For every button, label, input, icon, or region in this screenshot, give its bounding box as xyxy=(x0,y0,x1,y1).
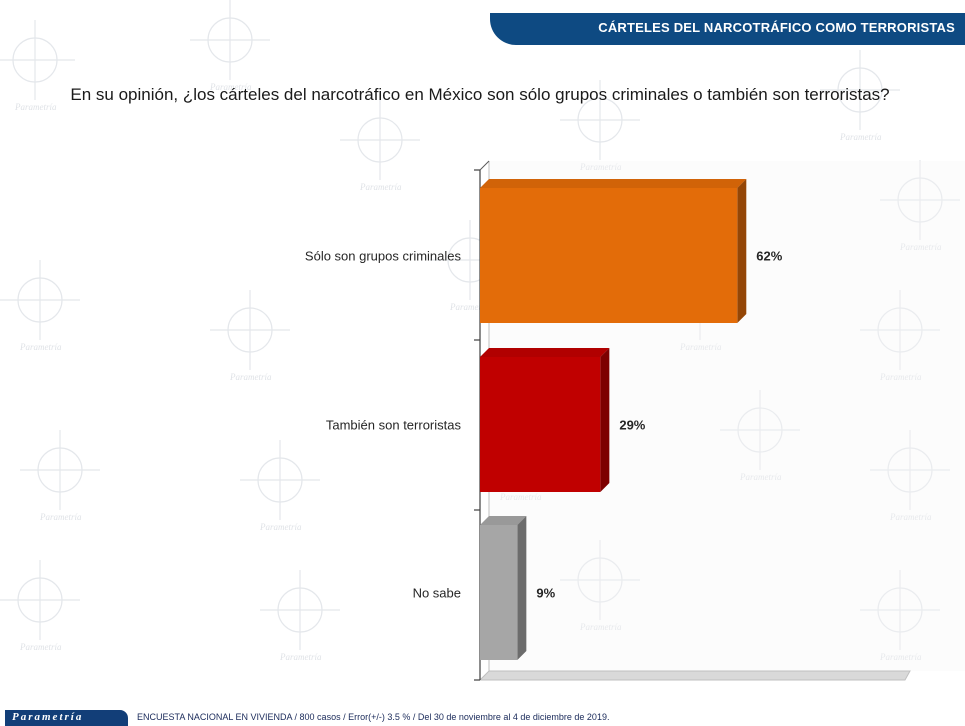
bar xyxy=(480,188,738,323)
svg-text:Parametría: Parametría xyxy=(579,622,622,632)
footer-logo: Parametría xyxy=(5,710,128,726)
svg-text:Parametría: Parametría xyxy=(259,522,302,532)
svg-text:Parametría: Parametría xyxy=(879,652,922,662)
data-label: 62% xyxy=(756,249,782,264)
bar-top-face xyxy=(480,348,610,357)
footer-note: ENCUESTA NACIONAL EN VIVIENDA / 800 caso… xyxy=(137,712,610,722)
bar xyxy=(480,357,601,492)
svg-text:Parametría: Parametría xyxy=(879,372,922,382)
plot-floor xyxy=(478,670,911,681)
svg-text:Parametría: Parametría xyxy=(229,372,272,382)
svg-text:Parametría: Parametría xyxy=(579,162,622,172)
svg-text:Parametría: Parametría xyxy=(889,512,932,522)
svg-text:Parametría: Parametría xyxy=(19,642,62,652)
data-label: 29% xyxy=(619,418,645,433)
svg-text:Parametría: Parametría xyxy=(279,652,322,662)
question-text: En su opinión, ¿los cárteles del narcotr… xyxy=(70,85,890,104)
svg-text:Parametría: Parametría xyxy=(679,342,722,352)
bar-side-face xyxy=(517,516,527,660)
bar-top-face xyxy=(480,179,747,188)
svg-text:Parametría: Parametría xyxy=(739,472,782,482)
axis-depth-line xyxy=(479,160,490,171)
svg-text:Parametría: Parametría xyxy=(14,102,57,112)
svg-text:Parametría: Parametría xyxy=(209,82,252,92)
footer-brand: Parametría xyxy=(12,711,84,723)
bar-top-face xyxy=(480,516,527,525)
bar xyxy=(480,525,518,660)
svg-text:Parametría: Parametría xyxy=(449,302,492,312)
category-label: No sabe xyxy=(413,586,461,601)
svg-text:Parametría: Parametría xyxy=(39,512,82,522)
data-label: 9% xyxy=(536,586,555,601)
header-banner: CÁRTELES DEL NARCOTRÁFICO COMO TERRORIST… xyxy=(490,13,965,45)
bar-side-face xyxy=(737,179,747,323)
svg-text:Parametría: Parametría xyxy=(499,492,542,502)
category-label: También son terroristas xyxy=(326,418,462,433)
header-title: CÁRTELES DEL NARCOTRÁFICO COMO TERRORIST… xyxy=(598,20,955,35)
svg-text:Parametría: Parametría xyxy=(19,342,62,352)
svg-text:Parametría: Parametría xyxy=(359,182,402,192)
category-label: Sólo son grupos criminales xyxy=(305,249,462,264)
svg-text:Parametría: Parametría xyxy=(839,132,882,142)
bar-side-face xyxy=(600,348,610,492)
svg-text:Parametría: Parametría xyxy=(899,242,942,252)
